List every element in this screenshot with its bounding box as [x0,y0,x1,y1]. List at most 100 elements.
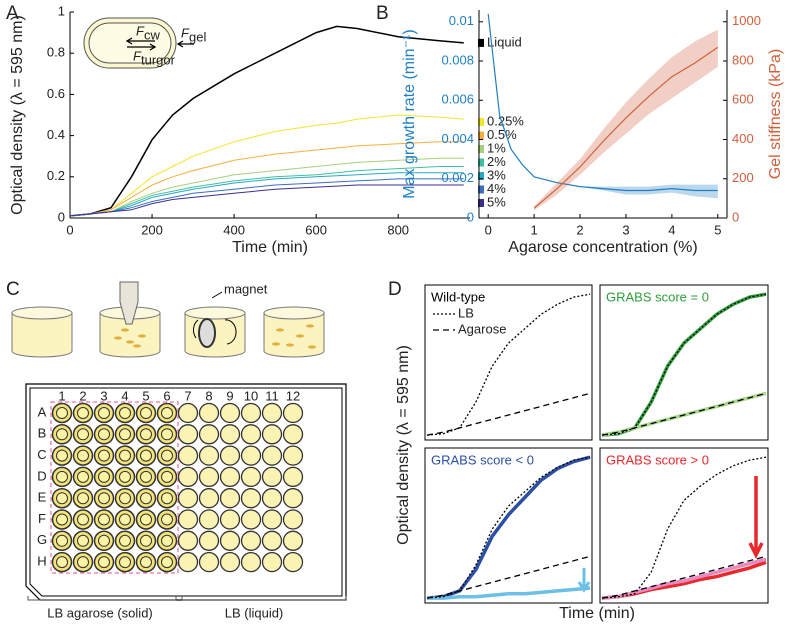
y-tick-label: 0.01 [449,13,474,28]
force-label: F [181,25,190,40]
well-liquid [198,466,220,488]
legend-swatch [478,185,484,194]
well-inner [56,492,68,505]
well-inner [161,513,173,526]
well-inner [77,449,89,462]
force-arrows [125,37,194,51]
y-tick-label: 0 [58,209,65,224]
well-liquid [219,551,241,573]
well-liquid [282,402,304,424]
force-subscript: turgor [141,52,176,67]
panel-label: C [6,279,20,300]
row-label: D [37,468,46,483]
y2-axis-label: Gel stiffness (kPa) [767,49,784,179]
column-label: 4 [121,388,128,403]
well-liquid [240,424,262,445]
line [69,157,464,217]
well-liquid [198,530,220,551]
plate-label: LB (liquid) [225,605,284,620]
legend-swatch [478,38,484,47]
well-liquid [240,509,262,530]
well-inner [119,513,131,526]
well-inner [98,470,110,483]
well-liquid [240,445,262,466]
well-inner [77,492,89,505]
bracket [27,596,347,601]
well-liquid [240,488,262,509]
well-inner [77,470,89,483]
column-label: 6 [163,388,170,403]
y-tick-label: 0.4 [47,127,65,142]
column-label: 10 [244,388,258,403]
error-band [534,29,718,211]
well-inner [161,556,173,569]
well-liquid [240,402,262,424]
well-inner [140,449,152,462]
line [69,172,464,217]
force-label: F [136,23,145,38]
y2-tick-label: 1000 [732,13,761,28]
subplot-title: GRABS score > 0 [606,452,709,467]
legend-label: 2% [487,154,506,169]
well-liquid [198,488,220,509]
well-inner [119,470,131,483]
well-inner [161,470,173,483]
well-liquid [282,509,304,530]
pointer [211,291,223,299]
column-label: 5 [142,388,149,403]
well-inner [98,534,110,547]
well-inner [140,513,152,526]
x-tick-label: 4 [668,222,675,237]
well-liquid [198,402,220,424]
y-tick-label: 0.006 [441,92,474,107]
well-liquid [219,530,241,551]
well-inner [98,428,110,441]
row-label: F [38,511,46,526]
well-liquid [198,424,220,445]
well-inner [140,534,152,547]
well-liquid [261,445,283,466]
line [601,557,767,600]
panel-label: A [6,3,19,24]
column-label: 1 [58,388,65,403]
line [69,114,464,217]
cells [114,324,316,349]
column-label: 3 [100,388,107,403]
plate-inner [29,387,343,597]
well-liquid [282,488,304,509]
well-liquid [219,402,241,424]
magnet-label: magnet [224,281,268,296]
line [426,455,591,600]
y-tick-label: 0.2 [47,168,65,183]
well-inner [140,470,152,483]
x-tick-label: 3 [622,222,629,237]
well-inner [140,492,152,505]
row-label: A [38,404,47,419]
x-tick-label: 400 [223,222,245,237]
legend-label: 1% [487,140,506,155]
well-liquid [177,509,199,530]
plate-label: LB agarose (solid) [47,605,153,620]
spin-arrows [193,319,237,345]
well-inner [56,428,68,441]
well-liquid [261,551,283,573]
well-liquid [198,445,220,466]
well-liquid [261,530,283,551]
row-label: B [38,426,47,441]
x-tick-label: 600 [305,222,327,237]
arrow [748,476,764,559]
line [487,13,718,192]
wells [51,402,304,573]
y2-tick-label: 200 [732,170,754,185]
well-liquid [177,445,199,466]
line [426,392,591,436]
well-liquid [219,509,241,530]
row-label: G [37,532,47,547]
legend-label: Liquid [487,34,522,49]
legend-label: LB [458,305,474,320]
line [426,555,591,599]
y-tick-label: 0.8 [47,45,65,60]
well-inner [119,534,131,547]
well-liquid [219,445,241,466]
well-liquid [261,509,283,530]
